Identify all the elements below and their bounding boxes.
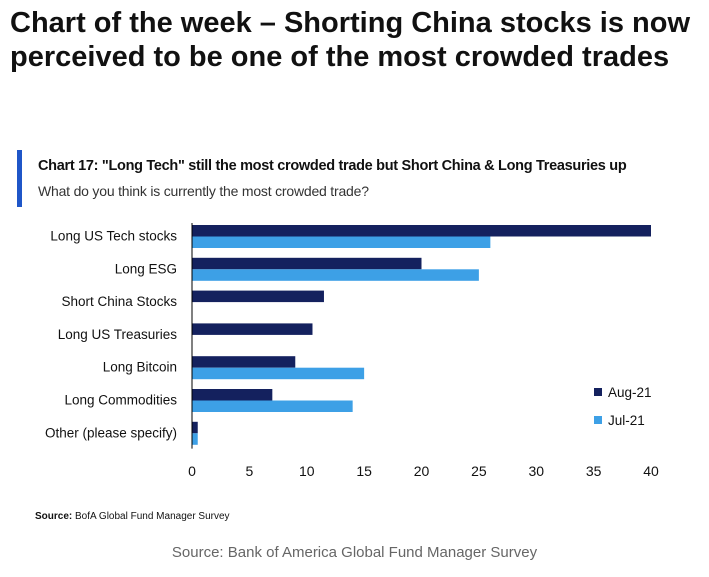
legend-swatch <box>594 416 602 424</box>
category-labels: Long US Tech stocks Long ESG Short China S… <box>45 229 177 441</box>
chart-subtitle: What do you think is currently the most … <box>38 183 369 199</box>
x-tick-label: 25 <box>471 463 487 479</box>
x-tick-labels: 0 5 10 15 20 25 30 35 40 <box>188 463 659 479</box>
bar-jul-21 <box>192 236 491 248</box>
bar-jul-21 <box>192 400 353 412</box>
bar-aug-21 <box>192 356 296 368</box>
bar-aug-21 <box>192 389 273 401</box>
x-tick-label: 40 <box>643 463 659 479</box>
bar-aug-21 <box>192 257 422 270</box>
category-label: Long Bitcoin <box>103 360 177 375</box>
category-label: Long Commodities <box>64 393 177 408</box>
headline: Chart of the week – Shorting China stock… <box>10 7 690 73</box>
legend-label: Jul-21 <box>608 413 645 428</box>
bar-jul-21 <box>192 367 365 380</box>
caption: Source: Bank of America Global Fund Mana… <box>171 544 538 561</box>
x-tick-label: 5 <box>245 463 253 479</box>
chart-accent-bar <box>17 150 22 207</box>
bar-aug-21 <box>192 421 198 434</box>
legend: Aug-21 Jul-21 <box>594 385 652 428</box>
category-label: Other (please specify) <box>45 425 177 440</box>
bar-jul-21 <box>192 269 479 281</box>
x-tick-label: 10 <box>299 463 315 479</box>
source-label: Source: <box>35 511 73 522</box>
bar-aug-21 <box>192 290 324 303</box>
bar-chart: Long US Tech stocks Long ESG Short China S… <box>45 223 659 479</box>
x-tick-label: 0 <box>188 463 196 479</box>
legend-swatch <box>594 388 602 396</box>
x-tick-label: 15 <box>356 463 372 479</box>
category-label: Long US Tech stocks <box>50 229 177 244</box>
category-label: Long ESG <box>115 261 177 276</box>
category-label: Long US Treasuries <box>58 327 178 342</box>
bar-aug-21 <box>192 225 651 237</box>
bars <box>192 225 651 445</box>
source-note: Source: BofA Global Fund Manager Survey <box>35 511 230 522</box>
x-tick-label: 20 <box>414 463 430 479</box>
legend-label: Aug-21 <box>608 385 652 400</box>
source-text: BofA Global Fund Manager Survey <box>75 511 230 522</box>
x-tick-label: 30 <box>528 463 544 479</box>
x-tick-label: 35 <box>586 463 602 479</box>
bar-aug-21 <box>192 323 313 335</box>
bar-jul-21 <box>192 433 198 445</box>
category-label: Short China Stocks <box>61 294 177 309</box>
chart-title: Chart 17: "Long Tech" still the most cro… <box>38 158 627 174</box>
